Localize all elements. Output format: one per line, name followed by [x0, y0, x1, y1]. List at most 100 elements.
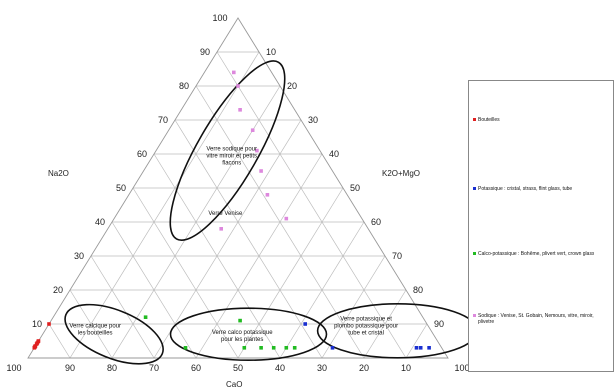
legend-label: Calco-potassique : Bohême, plivert vert,… [478, 251, 595, 257]
data-point [259, 346, 263, 350]
bottom-tick-label: 100 [454, 363, 469, 373]
left-axis-label: Na2O [48, 169, 69, 178]
annotations: Verre sodique pour vitre miroir et petits… [69, 146, 398, 343]
bottom-tick-label: 50 [233, 363, 243, 373]
data-point [143, 315, 148, 319]
left-tick-label: 30 [74, 251, 84, 261]
right-tick-label: 90 [434, 319, 444, 329]
annotation: Verre calco potassique pour les plantes [212, 330, 273, 343]
bottom-tick-label: 40 [275, 363, 285, 373]
legend-swatch [473, 314, 476, 317]
legend-label: Sodique : Venise, St. Gobain, Nemours, v… [478, 313, 594, 325]
data-point [330, 346, 335, 350]
annotation: Verre sodique pour vitre miroir et petits… [206, 146, 257, 166]
data-point [219, 227, 223, 231]
annotation-line: pour les plantes [221, 337, 263, 343]
grid-line [237, 187, 344, 359]
data-point [36, 339, 40, 344]
right-tick-label: 40 [329, 149, 339, 159]
grid-line [153, 119, 302, 359]
grid-line [69, 289, 113, 359]
group-ellipse [169, 307, 328, 362]
group-ellipses [64, 60, 479, 365]
left-tick-label: 20 [53, 285, 63, 295]
annotation-line: tube et cristal [348, 330, 384, 336]
right-tick-label: 70 [392, 251, 402, 261]
data-point [418, 346, 423, 350]
data-point [427, 346, 431, 350]
grid-line [132, 187, 239, 359]
data-point [250, 128, 255, 132]
ternary-grid [27, 17, 449, 359]
annotation-line: vitre miroir et petits [206, 153, 257, 159]
right-tick-label: 20 [287, 81, 297, 91]
legend-item: Bouteilles [473, 117, 611, 123]
legend-label: Bouteilles [478, 117, 500, 123]
left-tick-label: 70 [158, 115, 168, 125]
annotation-line: Verre sodique pour [206, 146, 257, 152]
grid-line [321, 255, 386, 359]
grid-line [111, 221, 197, 359]
left-tick-label: 40 [95, 217, 105, 227]
data-point [183, 346, 188, 350]
annotation-line: Verre potassique et [340, 316, 392, 322]
data-point [284, 346, 289, 350]
annotation-line: Verre Venise [208, 211, 243, 217]
left-tick-label: 10 [32, 319, 42, 329]
right-axis-ticks: 10 20 30 40 50 60 70 80 90 [266, 47, 444, 329]
data-point [292, 346, 297, 350]
data-point [232, 70, 236, 75]
left-tick-label: 60 [137, 149, 147, 159]
left-tick-label: 50 [116, 183, 126, 193]
bottom-tick-label: 90 [65, 363, 75, 373]
group-ellipse [316, 302, 479, 359]
triangle-outline [27, 17, 449, 359]
data-point [238, 108, 242, 112]
right-tick-label: 30 [308, 115, 318, 125]
right-tick-label: 80 [413, 285, 423, 295]
right-tick-label: 60 [371, 217, 381, 227]
annotation-line: plombo potassique pour [334, 323, 398, 329]
legend-swatch [473, 252, 476, 255]
right-tick-label: 10 [266, 47, 276, 57]
legend-item: Sodique : Venise, St. Gobain, Nemours, v… [473, 313, 611, 325]
left-tick-label: 90 [200, 47, 210, 57]
right-axis-label: K2O+MgO [382, 169, 420, 178]
grid-line [90, 255, 155, 359]
data-point [242, 346, 247, 350]
group-ellipse [169, 60, 286, 241]
bottom-tick-label: 30 [317, 363, 327, 373]
bottom-tick-label: 100 [6, 363, 21, 373]
annotation: Verre potassique et plombo potassique pou… [334, 316, 398, 336]
legend-item: Calco-potassique : Bohême, plivert vert,… [473, 251, 611, 257]
data-points [32, 70, 431, 350]
legend-swatch [473, 118, 476, 121]
data-point [303, 322, 307, 326]
bottom-tick-label: 80 [107, 363, 117, 373]
grid-line [69, 51, 260, 359]
annotation-line: Verre calcique pour [69, 323, 121, 329]
annotation: Verre Venise [208, 211, 243, 217]
grid-line [48, 323, 71, 359]
annotation: Verre calcique pour les bouteilles [69, 323, 121, 336]
data-point [47, 322, 51, 326]
legend-item: Potassique : cristal, strass, flint glas… [473, 186, 611, 192]
annotation-line: Verre calco potassique [212, 330, 273, 336]
grid-line [363, 289, 407, 359]
data-point [255, 148, 259, 153]
annotation-line: les bouteilles [78, 330, 113, 336]
data-point [259, 169, 263, 173]
data-point [33, 344, 37, 349]
grid-line [405, 323, 428, 359]
data-point [414, 346, 419, 350]
bottom-axis-ticks: 100 90 80 70 60 50 40 30 20 10 100 [6, 363, 469, 373]
data-point [236, 84, 240, 88]
legend-label: Potassique : cristal, strass, flint glas… [478, 186, 573, 192]
annotation-line: flacons [222, 160, 241, 166]
legend-swatch [473, 187, 476, 190]
grid-line [174, 119, 323, 359]
bottom-axis-label: CaO [226, 380, 242, 389]
data-point [238, 318, 242, 323]
bottom-tick-label: 10 [401, 363, 411, 373]
